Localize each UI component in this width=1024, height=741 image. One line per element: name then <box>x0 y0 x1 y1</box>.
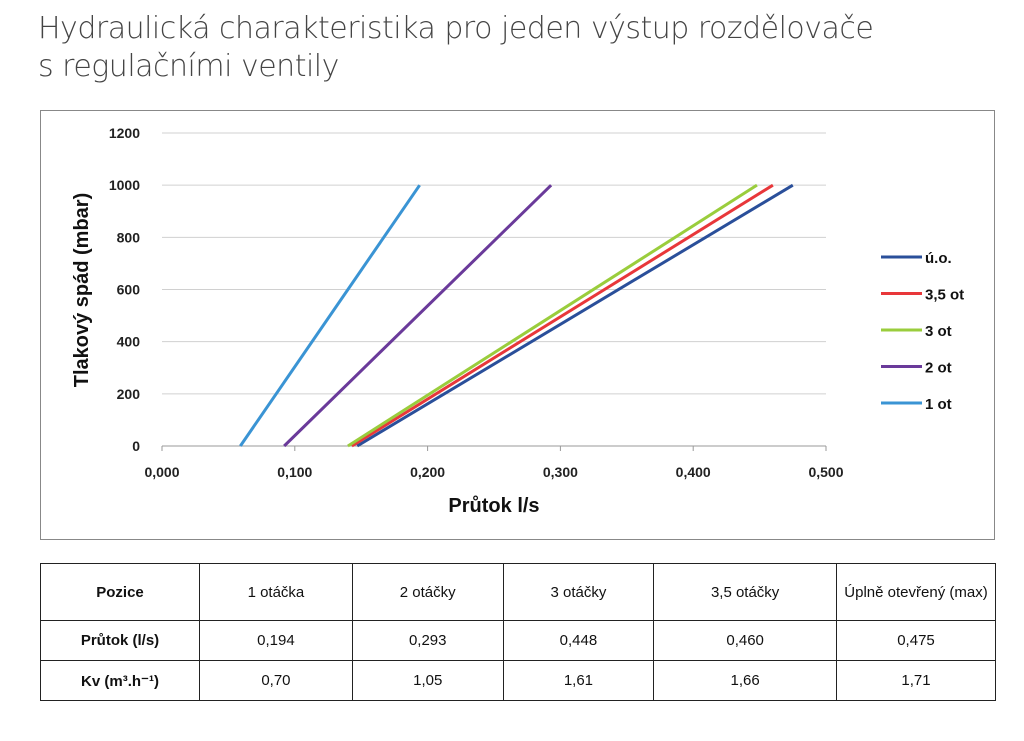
legend-label: 2 ot <box>925 360 952 377</box>
chart-frame <box>40 110 995 540</box>
y-tick-label: 400 <box>117 334 141 350</box>
x-tick-label: 0,200 <box>410 464 445 480</box>
y-tick-label: 0 <box>132 438 140 454</box>
table-row: Průtok (l/s) 0,194 0,293 0,448 0,460 0,4… <box>40 620 996 661</box>
series-line-0 <box>356 183 794 448</box>
cell: 0,293 <box>351 620 504 661</box>
legend-label: ú.o. <box>925 250 952 267</box>
y-tick-label: 1000 <box>109 177 140 193</box>
header-cell: 3,5 otáčky <box>653 563 837 621</box>
y-tick-label: 1200 <box>109 125 140 141</box>
cell: 0,448 <box>502 620 655 661</box>
cell: 0,70 <box>199 660 353 701</box>
page-title: Hydraulická charakteristika pro jeden vý… <box>38 10 874 86</box>
y-tick-label: 200 <box>117 386 141 402</box>
row-label: Kv (m³.h⁻¹) <box>40 660 200 701</box>
y-tick-label: 600 <box>117 282 141 298</box>
series-line-3 <box>283 184 553 448</box>
cell: 0,475 <box>836 620 996 661</box>
x-axis-label: Průtok l/s <box>448 495 539 517</box>
cell: 1,05 <box>351 660 504 701</box>
header-cell: 2 otáčky <box>351 563 504 621</box>
chart: 0 200 400 600 800 1000 1200 0,000 0,100 0,200 0,30… <box>71 125 964 517</box>
title-line-2: s regulačními ventily <box>38 49 339 84</box>
cell: 0,194 <box>199 620 353 661</box>
x-tick-label: 0,300 <box>543 464 578 480</box>
x-tick-label: 0,400 <box>676 464 711 480</box>
x-tick-label: 0,100 <box>277 464 312 480</box>
legend-label: 3,5 ot <box>925 287 964 304</box>
x-tick-label: 0,500 <box>808 464 843 480</box>
title-line-1: Hydraulická charakteristika pro jeden vý… <box>38 11 874 46</box>
x-tick-label: 0,000 <box>144 464 179 480</box>
table-row: Kv (m³.h⁻¹) 0,70 1,05 1,61 1,66 1,71 <box>40 660 996 701</box>
cell: 1,71 <box>836 660 996 701</box>
header-cell: 1 otáčka <box>199 563 353 621</box>
cell: 1,61 <box>502 660 655 701</box>
header-cell: Pozice <box>40 563 200 621</box>
series-line-4 <box>239 184 421 447</box>
cell: 0,460 <box>653 620 837 661</box>
cell: 1,66 <box>653 660 837 701</box>
y-axis-label: Tlakový spád (mbar) <box>71 193 93 388</box>
series-line-2 <box>347 183 758 448</box>
row-label: Průtok (l/s) <box>40 620 200 661</box>
y-tick-label: 800 <box>117 229 141 245</box>
header-cell: 3 otáčky <box>502 563 655 621</box>
data-table: Pozice 1 otáčka 2 otáčky 3 otáčky 3,5 ot… <box>40 563 996 701</box>
legend-label: 1 ot <box>925 396 952 413</box>
header-cell: Úplně otevřený (max) <box>836 563 996 621</box>
legend-label: 3 ot <box>925 323 952 340</box>
series-line-1 <box>351 183 774 448</box>
